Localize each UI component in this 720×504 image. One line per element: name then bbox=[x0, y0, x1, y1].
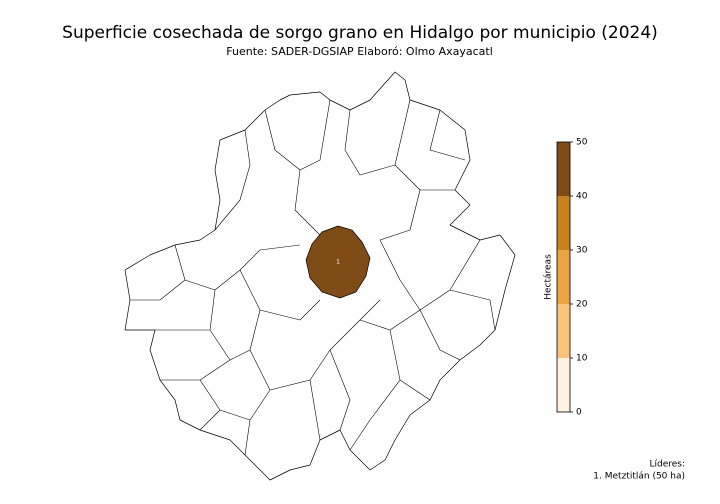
colorbar-segment bbox=[557, 358, 570, 412]
municipal-borders bbox=[130, 99, 496, 456]
colorbar-segment bbox=[557, 250, 570, 304]
colorbar-tick-label: 10 bbox=[576, 354, 588, 364]
leaders-title: Líderes: bbox=[649, 460, 685, 470]
colorbar-tick-label: 0 bbox=[576, 408, 582, 418]
source: Fuente: SADER-DGSIAP bbox=[226, 45, 354, 58]
author: Elaboró: Olmo Axayacatl bbox=[357, 45, 493, 58]
leaders-list: 1. Metztitlán (50 ha) bbox=[593, 472, 685, 482]
highlighted-regions: 1 bbox=[305, 225, 371, 299]
colorbar-label: Hectáreas bbox=[544, 254, 554, 300]
colorbar-segment bbox=[557, 196, 570, 250]
region bbox=[305, 225, 371, 299]
colorbar-tick-label: 20 bbox=[576, 300, 588, 310]
colorbar-segment bbox=[557, 304, 570, 358]
colorbar-tick-label: 50 bbox=[576, 138, 588, 148]
colorbar-segment bbox=[557, 142, 570, 196]
colorbar-tick-label: 40 bbox=[576, 192, 588, 202]
colorbar: 0 10 20 30 40 50 bbox=[556, 138, 588, 418]
region-label: 1 bbox=[336, 259, 340, 266]
title: Superficie cosechada de sorgo grano en H… bbox=[62, 23, 658, 43]
colorbar-tick-label: 30 bbox=[576, 246, 588, 256]
leader-item: 1. Metztitlán (50 ha) bbox=[593, 472, 685, 482]
colorbar-frame bbox=[556, 141, 571, 413]
